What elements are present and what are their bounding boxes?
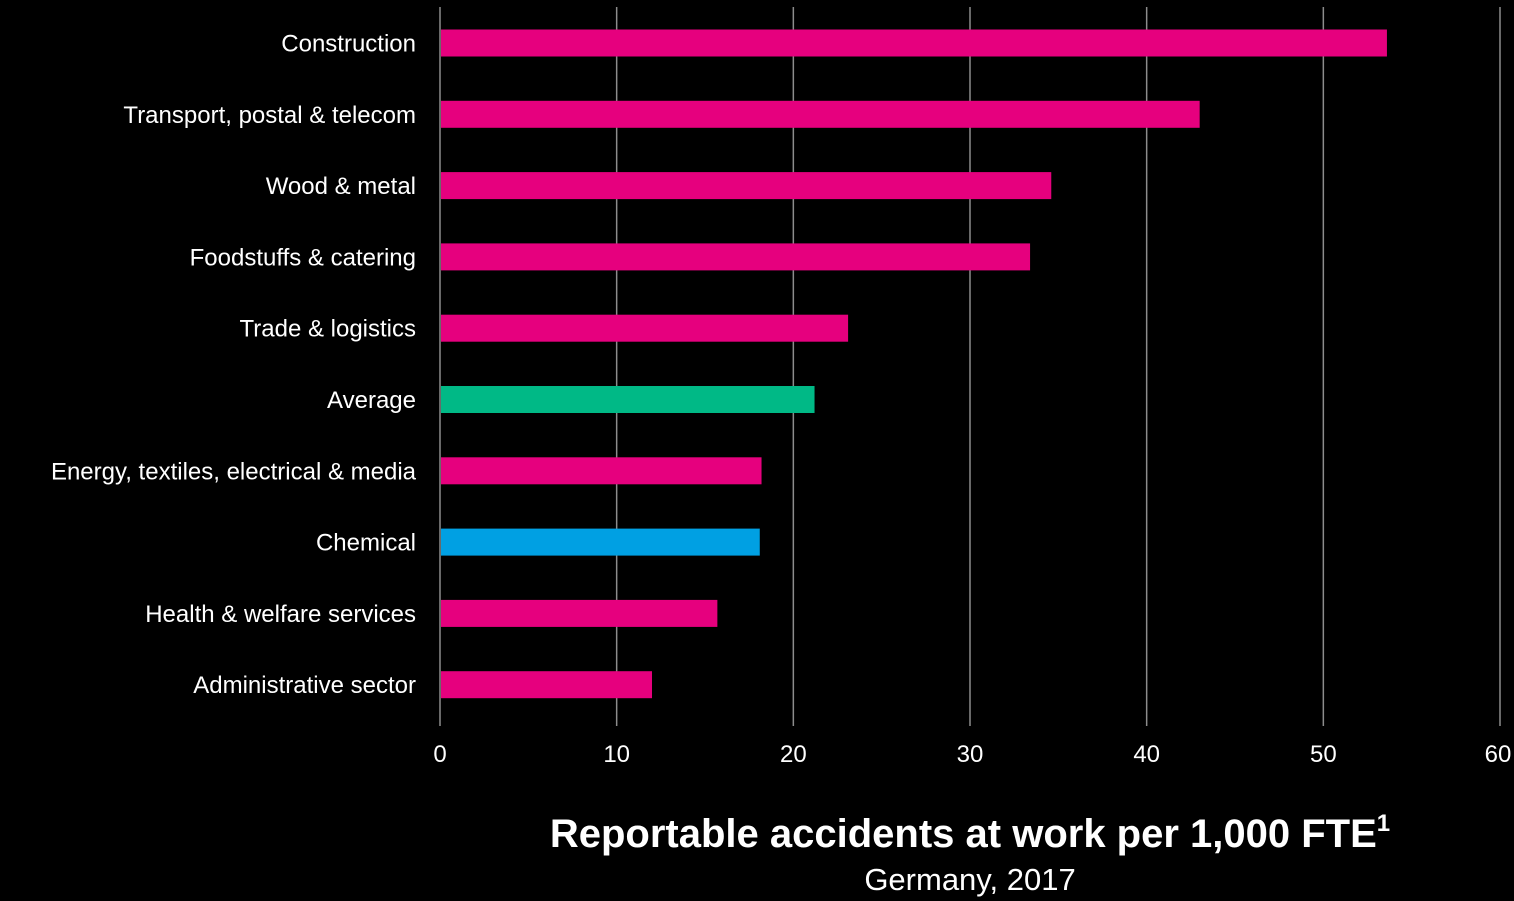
x-tick-label: 60 xyxy=(1485,741,1512,768)
category-label: Wood & metal xyxy=(266,173,416,200)
category-labels: Construction Transport, postal & telecom W… xyxy=(51,31,417,700)
x-tick-label: 10 xyxy=(603,741,630,768)
bar xyxy=(441,671,652,699)
chart-title-text: Reportable accidents at work per 1,000 F… xyxy=(549,812,1377,856)
category-label: Energy, textiles, electrical & media xyxy=(51,458,417,485)
bar xyxy=(441,457,762,485)
bar xyxy=(441,386,815,413)
chart-title: Reportable accidents at work per 1,000 F… xyxy=(440,810,1500,857)
x-tick-label: 40 xyxy=(1133,741,1160,768)
chart-subtitle: Germany, 2017 xyxy=(864,862,1076,897)
category-label: Health & welfare services xyxy=(145,601,416,628)
axes xyxy=(439,7,1501,726)
bar xyxy=(441,314,849,342)
x-tick-label: 50 xyxy=(1310,741,1337,768)
category-label: Transport, postal & telecom xyxy=(123,102,416,129)
category-label: Foodstuffs & catering xyxy=(190,244,416,271)
x-tick-label: 20 xyxy=(780,741,807,768)
category-label: Trade & logistics xyxy=(239,316,416,343)
bars xyxy=(441,29,1387,699)
x-tick-labels: 0 10 20 30 40 50 60 xyxy=(433,741,1511,768)
bar xyxy=(441,528,760,556)
category-label: Average xyxy=(327,387,416,414)
category-label: Chemical xyxy=(316,530,416,557)
chart-title-footnote: 1 xyxy=(1376,810,1391,837)
bar xyxy=(441,243,1031,271)
bar xyxy=(441,172,1052,200)
bar xyxy=(441,100,1200,128)
bar xyxy=(441,29,1387,57)
x-tick-label: 0 xyxy=(433,741,446,768)
category-label: Administrative sector xyxy=(193,672,416,699)
category-label: Construction xyxy=(281,31,416,58)
x-tick-label: 30 xyxy=(957,741,984,768)
bar xyxy=(441,599,718,627)
